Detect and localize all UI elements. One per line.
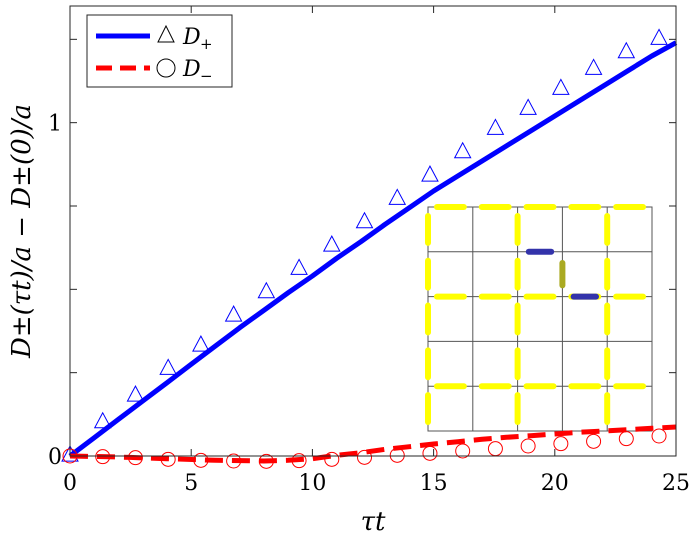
inset-lattice [425,204,653,432]
marker-triangle [257,281,276,299]
marker-triangle [421,165,439,182]
marker-circle [160,451,176,467]
y-tick-label: 1 [48,112,62,137]
marker-triangle [486,118,505,135]
plot-frame [69,5,677,457]
marker-circle [455,443,471,459]
x-tick-label: 25 [662,471,690,496]
y-axis-label: D±(τt)/a − D±(0)/a [7,104,37,359]
marker-circle [389,447,405,463]
y-ticks: 01 [48,38,676,470]
legend-label: D [182,57,201,82]
series-line-dplus [68,40,678,458]
y-tick-label: 0 [48,445,62,470]
marker-circle [651,428,667,444]
x-tick-label: 0 [63,471,77,496]
inset-frame [427,206,653,432]
legend-marker-circle [156,58,176,78]
marker-circle [618,431,634,447]
marker-triangle [290,258,308,275]
marker-triangle [519,98,537,115]
marker-triangle [650,28,668,45]
marker-triangle [584,58,603,75]
marker-circle [226,453,242,469]
legend-label-sub: − [200,67,213,85]
marker-circle [95,449,111,465]
series-line-dminus [69,424,677,464]
marker-triangle [355,211,374,229]
marker-triangle [453,141,472,159]
marker-triangle [388,188,407,205]
marker-triangle [159,358,178,375]
marker-circle [520,438,536,454]
marker-circle [127,450,143,466]
marker-circle [291,453,307,469]
marker-circle [193,452,209,468]
marker-circle [586,433,602,449]
marker-triangle [322,235,341,252]
marker-triangle [93,411,112,429]
legend-label: D [182,25,201,50]
x-tick-label: 20 [541,471,569,496]
marker-triangle [192,335,210,352]
marker-triangle [552,78,570,95]
marker-circle [422,445,438,461]
legend-box [86,14,233,88]
marker-circle [258,453,274,469]
marker-circle [357,449,373,465]
x-tick-label: 15 [420,471,448,496]
x-axis-label: τt [361,507,386,537]
legend-marker-triangle [157,24,175,43]
x-ticks: 0 5 10 15 20 25 [63,6,690,496]
marker-triangle [224,305,243,322]
marker-triangle [617,41,636,59]
x-tick-label: 10 [298,471,326,496]
x-tick-label: 5 [184,471,198,496]
legend: D +D − [86,14,233,88]
marker-triangle [126,385,145,402]
legend-label-sub: + [200,35,213,53]
marker-circle [553,436,569,452]
marker-circle [324,451,340,467]
